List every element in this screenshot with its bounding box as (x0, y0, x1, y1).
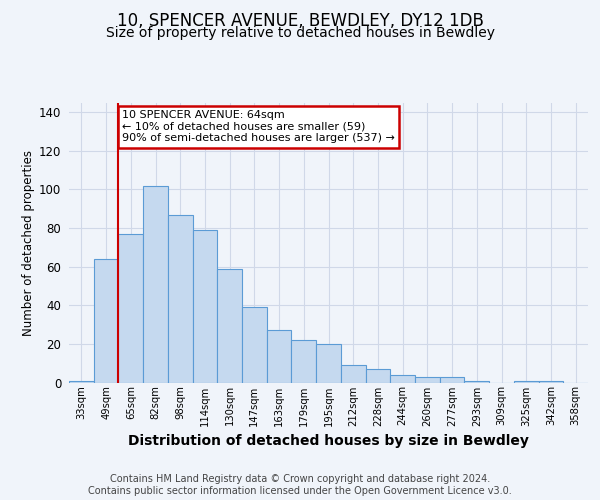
Bar (514, 380, 539, 382)
Text: Contains HM Land Registry data © Crown copyright and database right 2024.
Contai: Contains HM Land Registry data © Crown c… (88, 474, 512, 496)
X-axis label: Distribution of detached houses by size in Bewdley: Distribution of detached houses by size … (128, 434, 529, 448)
Bar (267, 330, 292, 382)
Bar (415, 376, 440, 382)
Bar (242, 307, 267, 382)
Bar (292, 340, 316, 382)
Bar (94, 259, 118, 382)
Bar (168, 214, 193, 382)
Bar (341, 365, 365, 382)
Text: 10 SPENCER AVENUE: 64sqm
← 10% of detached houses are smaller (59)
90% of semi-d: 10 SPENCER AVENUE: 64sqm ← 10% of detach… (122, 110, 395, 144)
Bar (365, 369, 390, 382)
Bar (143, 186, 168, 382)
Bar (193, 230, 217, 382)
Text: 10, SPENCER AVENUE, BEWDLEY, DY12 1DB: 10, SPENCER AVENUE, BEWDLEY, DY12 1DB (116, 12, 484, 30)
Bar (118, 234, 143, 382)
Bar (539, 380, 563, 382)
Y-axis label: Number of detached properties: Number of detached properties (22, 150, 35, 336)
Text: Size of property relative to detached houses in Bewdley: Size of property relative to detached ho… (106, 26, 494, 40)
Bar (217, 268, 242, 382)
Bar (440, 376, 464, 382)
Bar (390, 375, 415, 382)
Bar (464, 380, 489, 382)
Bar (316, 344, 341, 383)
Bar (69, 380, 94, 382)
